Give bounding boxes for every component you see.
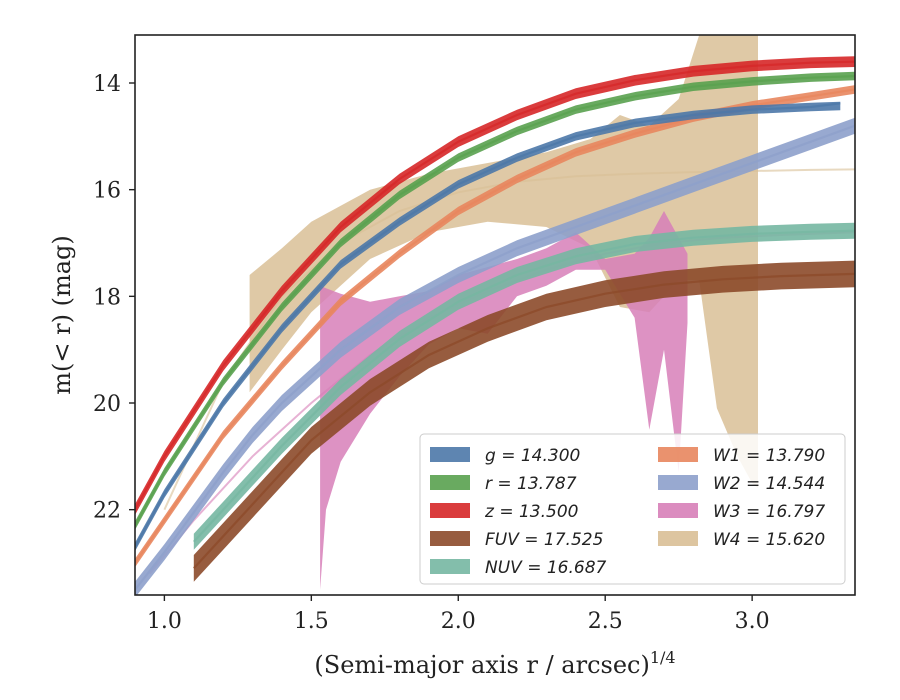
- x-tick-label: 2.5: [588, 609, 623, 634]
- series-layer: [135, 35, 855, 595]
- x-tick-label: 2.0: [441, 609, 476, 634]
- x-tick-label: 1.5: [294, 609, 329, 634]
- y-tick-label: 18: [93, 285, 121, 310]
- legend-label-g: g = 14.300: [485, 446, 580, 466]
- series-fuv-band: [193, 260, 855, 582]
- legend-label-w1: W1 = 13.790: [713, 446, 825, 466]
- x-tick-label: 1.0: [147, 609, 182, 634]
- legend-label-fuv: FUV = 17.525: [485, 530, 603, 550]
- legend-swatch-nuv: [430, 559, 470, 574]
- series-w4-band: [249, 35, 758, 489]
- x-axis-label: (Semi-major axis r / arcsec)1/4: [314, 648, 675, 679]
- y-axis-label: m(< r) (mag): [48, 235, 76, 394]
- series-r-line: [135, 75, 855, 527]
- legend-swatch-z: [430, 503, 470, 518]
- legend-swatch-w2: [658, 475, 698, 490]
- series-fuv-line: [192, 272, 855, 570]
- x-tick-label: 3.0: [735, 609, 770, 634]
- series-g-line: [135, 102, 841, 548]
- x-axis-label-text: (Semi-major axis r / arcsec): [314, 651, 649, 679]
- legend-label-w4: W4 = 15.620: [713, 530, 825, 550]
- series-nuv-line: [192, 229, 855, 543]
- legend-swatch-r: [430, 475, 470, 490]
- y-tick-label: 16: [93, 179, 121, 204]
- legend-swatch-fuv: [430, 531, 470, 546]
- y-tick-label: 20: [93, 392, 121, 417]
- legend-label-w3: W3 = 16.797: [713, 502, 825, 522]
- series-z-line: [135, 60, 855, 511]
- y-tick-label: 22: [93, 499, 121, 524]
- legend-swatch-w3: [658, 503, 698, 518]
- legend-label-r: r = 13.787: [485, 474, 577, 494]
- series-w2-line: [135, 124, 855, 591]
- legend-swatch-w1: [658, 447, 698, 462]
- legend-box: [419, 433, 846, 585]
- plot-frame: [134, 34, 856, 596]
- legend-label-nuv: NUV = 16.687: [485, 558, 607, 578]
- y-tick-label: 14: [93, 72, 121, 97]
- legend-swatch-g: [430, 447, 470, 462]
- legend-label-z: z = 13.500: [484, 502, 578, 522]
- x-axis-label-exponent: 1/4: [650, 648, 676, 667]
- legend-label-w2: W2 = 14.544: [713, 474, 825, 494]
- legend: g = 14.300 r = 13.787 z = 13.500 FUV = 17.5…: [419, 433, 846, 585]
- tick-layer: 1.0 1.5 2.0 2.5 3.0 14 16 18 20 22: [93, 72, 770, 634]
- legend-swatch-w4: [658, 531, 698, 546]
